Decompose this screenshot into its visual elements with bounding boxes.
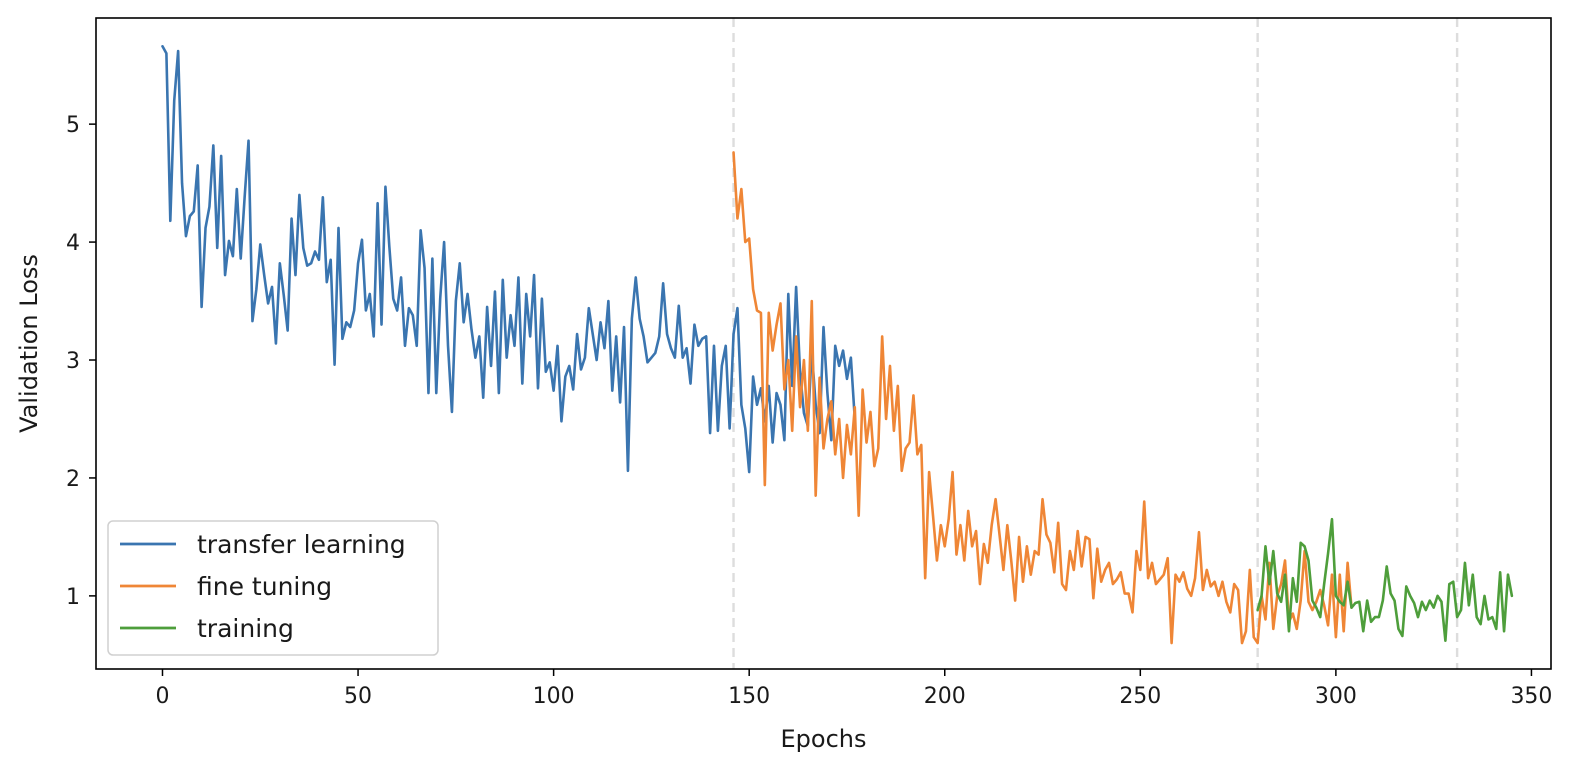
legend-label-training: training	[197, 614, 294, 643]
legend: transfer learning fine tuning training	[107, 520, 439, 656]
y-tick-label: 3	[66, 349, 80, 374]
y-tick-label: 4	[66, 231, 80, 256]
x-tick-label: 250	[1119, 684, 1161, 709]
series-line-training	[1256, 517, 1514, 643]
phase-divider-lines	[732, 18, 1459, 669]
x-tick-label: 100	[533, 684, 575, 709]
x-tick-label: 0	[155, 684, 169, 709]
legend-label-transfer-learning: transfer learning	[197, 530, 406, 559]
y-tick-label: 2	[66, 467, 80, 492]
series-line-fine-tuning	[732, 151, 1353, 645]
y-axis-ticks: 1 2 3 4 5	[66, 113, 96, 610]
x-tick-label: 200	[924, 684, 966, 709]
series-lines	[161, 44, 1514, 645]
y-axis-label: Validation Loss	[15, 254, 43, 433]
x-tick-label: 150	[728, 684, 770, 709]
legend-label-fine-tuning: fine tuning	[197, 572, 332, 601]
y-tick-label: 1	[66, 585, 80, 610]
x-tick-label: 50	[344, 684, 372, 709]
plot-frame	[95, 17, 1552, 670]
legend-box	[107, 520, 439, 656]
x-tick-label: 350	[1510, 684, 1552, 709]
series-line-transfer-learning	[161, 44, 857, 474]
x-tick-label: 300	[1315, 684, 1357, 709]
y-tick-label: 5	[66, 113, 80, 138]
x-axis-ticks: 0 50 100 150 200 250 300 350	[155, 669, 1552, 709]
x-axis-label: Epochs	[781, 725, 867, 753]
